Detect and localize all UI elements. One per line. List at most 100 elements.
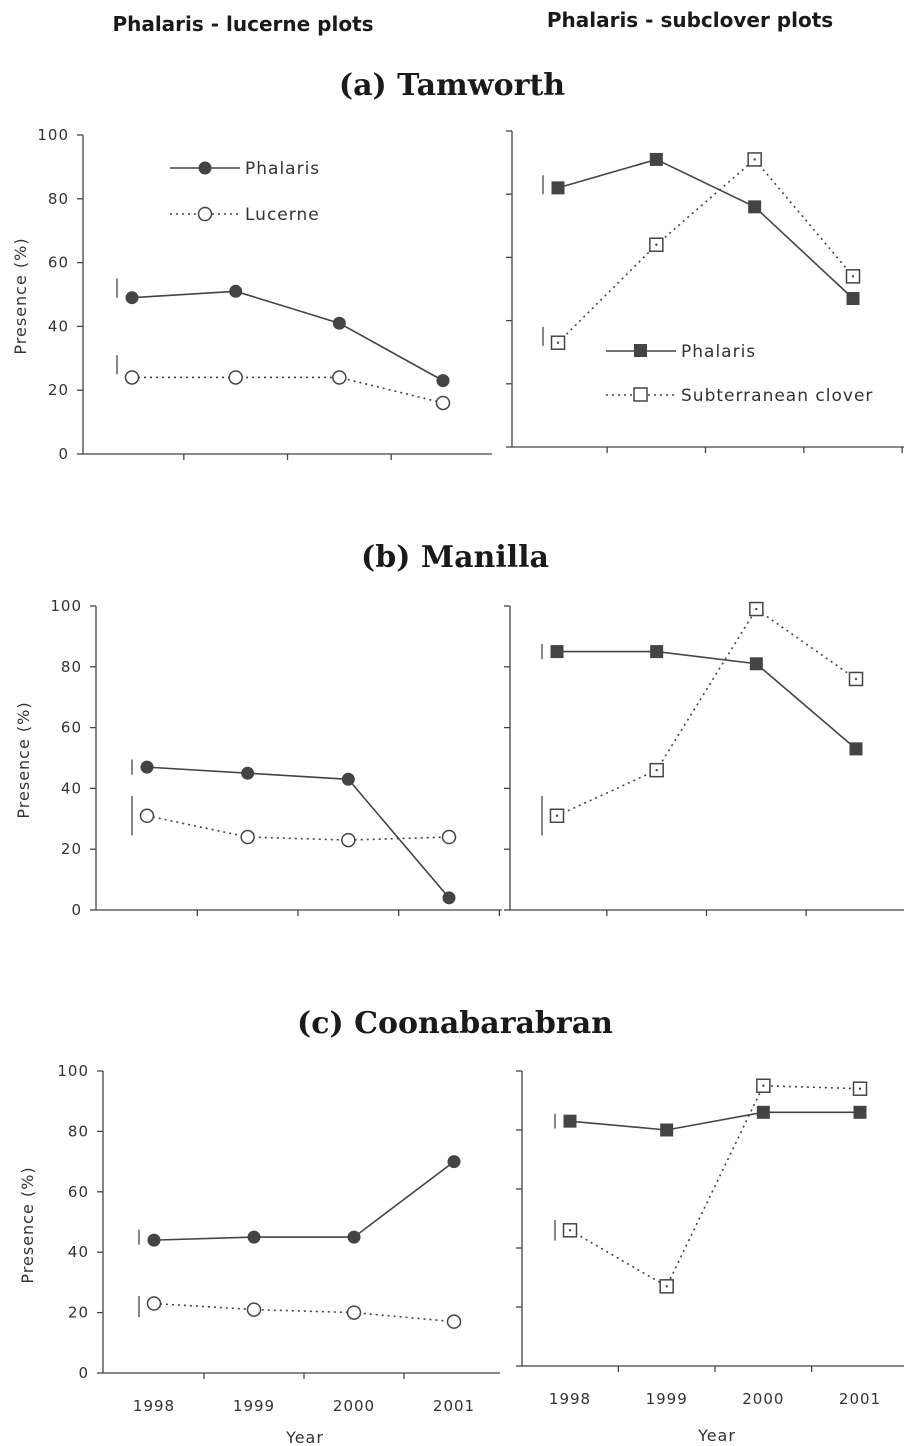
y-tick-label: 40 [61, 779, 82, 797]
data-point-lucerne [228, 370, 243, 385]
y-tick-label: 80 [68, 1122, 89, 1140]
legend-subclover-label: Subterranean clover [681, 386, 873, 406]
x-tick-label: 1999 [646, 1390, 688, 1408]
data-point-phalaris [756, 1105, 770, 1119]
data-point-phalaris [241, 766, 255, 780]
x-tick-label: 2000 [333, 1397, 375, 1415]
data-point-lucerne [139, 808, 155, 824]
series-line-subterranean-clover [557, 158, 854, 344]
column-title-subclover: Phalaris - subclover plots [547, 8, 833, 32]
panel-4 [504, 601, 904, 916]
data-point-subterranean-clover-dot [755, 607, 758, 611]
data-point-lucerne [435, 395, 451, 411]
panel-5: 0 20 40 60 80 100 1998 1999 2000 2001 [57, 1062, 500, 1415]
data-point-subterranean-clover-dot [858, 1087, 862, 1090]
data-point-phalaris [247, 1230, 261, 1244]
series-line-lucerne [146, 814, 450, 841]
x-tick-label: 1998 [549, 1390, 591, 1408]
series-line-phalaris [146, 766, 450, 899]
data-point-subterranean-clover-dot [762, 1084, 765, 1087]
y-axis-label-manilla: Presence (%) [14, 701, 33, 818]
series-line-subterranean-clover [569, 1084, 861, 1288]
site-title-coonabarabran: (c) Coonabarabran [297, 1006, 613, 1041]
data-point-lucerne [446, 1314, 462, 1329]
legend-lucerne-marker [197, 206, 213, 222]
data-point-phalaris [332, 316, 346, 330]
y-axis-label-tamworth: Presence (%) [11, 237, 30, 354]
data-point-phalaris [229, 284, 243, 298]
data-point-lucerne [240, 829, 255, 845]
data-point-phalaris [347, 1230, 361, 1244]
data-point-phalaris [341, 772, 355, 786]
legend-lucerne-plots: Phalaris Lucerne [170, 159, 320, 225]
x-tick-label: 2001 [433, 1397, 475, 1415]
y-axis-label-coonabarabran: Presence (%) [18, 1166, 37, 1283]
data-point-phalaris [849, 742, 863, 756]
data-point-subterranean-clover-dot [555, 814, 559, 817]
site-title-manilla: (b) Manilla [361, 540, 549, 575]
panel-2 [506, 130, 904, 453]
y-tick-label: 60 [68, 1183, 89, 1201]
panel-1: 0 20 40 60 80 100 [37, 126, 492, 463]
series-line-phalaris [569, 1111, 860, 1131]
data-point-lucerne [441, 829, 457, 845]
data-point-phalaris [853, 1105, 867, 1119]
y-tick-label: 60 [61, 719, 82, 737]
y-tick-label: 80 [61, 658, 82, 676]
data-point-phalaris [447, 1155, 461, 1169]
data-point-subterranean-clover-dot [655, 243, 658, 246]
data-point-phalaris [649, 152, 663, 166]
y-tick-label: 0 [71, 901, 82, 919]
legend-lucerne-label: Lucerne [245, 205, 320, 225]
series-line-phalaris [557, 158, 854, 300]
data-point-phalaris [550, 645, 564, 659]
site-title-tamworth: (a) Tamworth [339, 68, 565, 103]
data-point-subterranean-clover-dot [851, 275, 855, 278]
data-point-phalaris [660, 1123, 674, 1137]
data-point-phalaris [650, 645, 664, 659]
data-point-subterranean-clover-dot [655, 768, 658, 772]
y-tick-label: 100 [57, 1062, 89, 1080]
plots-layer: 0 20 40 60 80 100 0 20 40 60 80 100 0 20 40 60 80 100 1998… [37, 126, 904, 1415]
column-title-lucerne: Phalaris - lucerne plots [112, 12, 373, 36]
data-point-phalaris [551, 181, 565, 195]
data-point-lucerne [346, 1305, 362, 1320]
data-point-phalaris [563, 1114, 577, 1128]
y-tick-label: 40 [68, 1243, 89, 1261]
y-tick-label: 0 [78, 1364, 89, 1382]
legend-subclover-marker [633, 387, 648, 402]
x-tick-label: 1999 [233, 1397, 275, 1415]
series-line-phalaris [153, 1160, 455, 1241]
legend-phalaris-marker [634, 344, 647, 357]
panel-6: 1998 1999 2000 2001 [516, 1070, 904, 1408]
y-tick-label: 20 [68, 1304, 89, 1322]
panel-3: 0 20 40 60 80 100 [50, 597, 502, 919]
data-point-phalaris [147, 1233, 161, 1247]
series-line-phalaris [131, 290, 444, 382]
data-point-phalaris [442, 891, 456, 905]
data-point-subterranean-clover-dot [568, 1229, 572, 1232]
series-line-lucerne [153, 1302, 455, 1323]
y-tick-label: 0 [58, 445, 69, 463]
x-tick-label: 2000 [742, 1390, 784, 1408]
data-point-lucerne [146, 1296, 162, 1311]
y-tick-label: 80 [48, 190, 69, 208]
data-point-phalaris [748, 200, 762, 214]
y-tick-label: 100 [50, 597, 82, 615]
legend-phalaris-label: Phalaris [245, 159, 320, 179]
legend-phalaris-marker [198, 161, 212, 175]
x-axis-label-left: Year [285, 1428, 324, 1446]
data-point-phalaris [140, 760, 154, 774]
x-tick-label: 2001 [839, 1390, 881, 1408]
series-line-phalaris [557, 650, 857, 750]
data-point-subterranean-clover-dot [665, 1285, 668, 1288]
data-point-phalaris [846, 291, 860, 305]
legend-phalaris-label: Phalaris [681, 342, 756, 362]
y-tick-label: 40 [48, 317, 69, 335]
x-tick-label: 1998 [133, 1397, 175, 1415]
series-line-lucerne [132, 376, 444, 404]
data-point-lucerne [332, 370, 347, 385]
data-point-lucerne [341, 832, 356, 848]
y-tick-label: 20 [48, 381, 69, 399]
data-point-phalaris [125, 291, 139, 305]
